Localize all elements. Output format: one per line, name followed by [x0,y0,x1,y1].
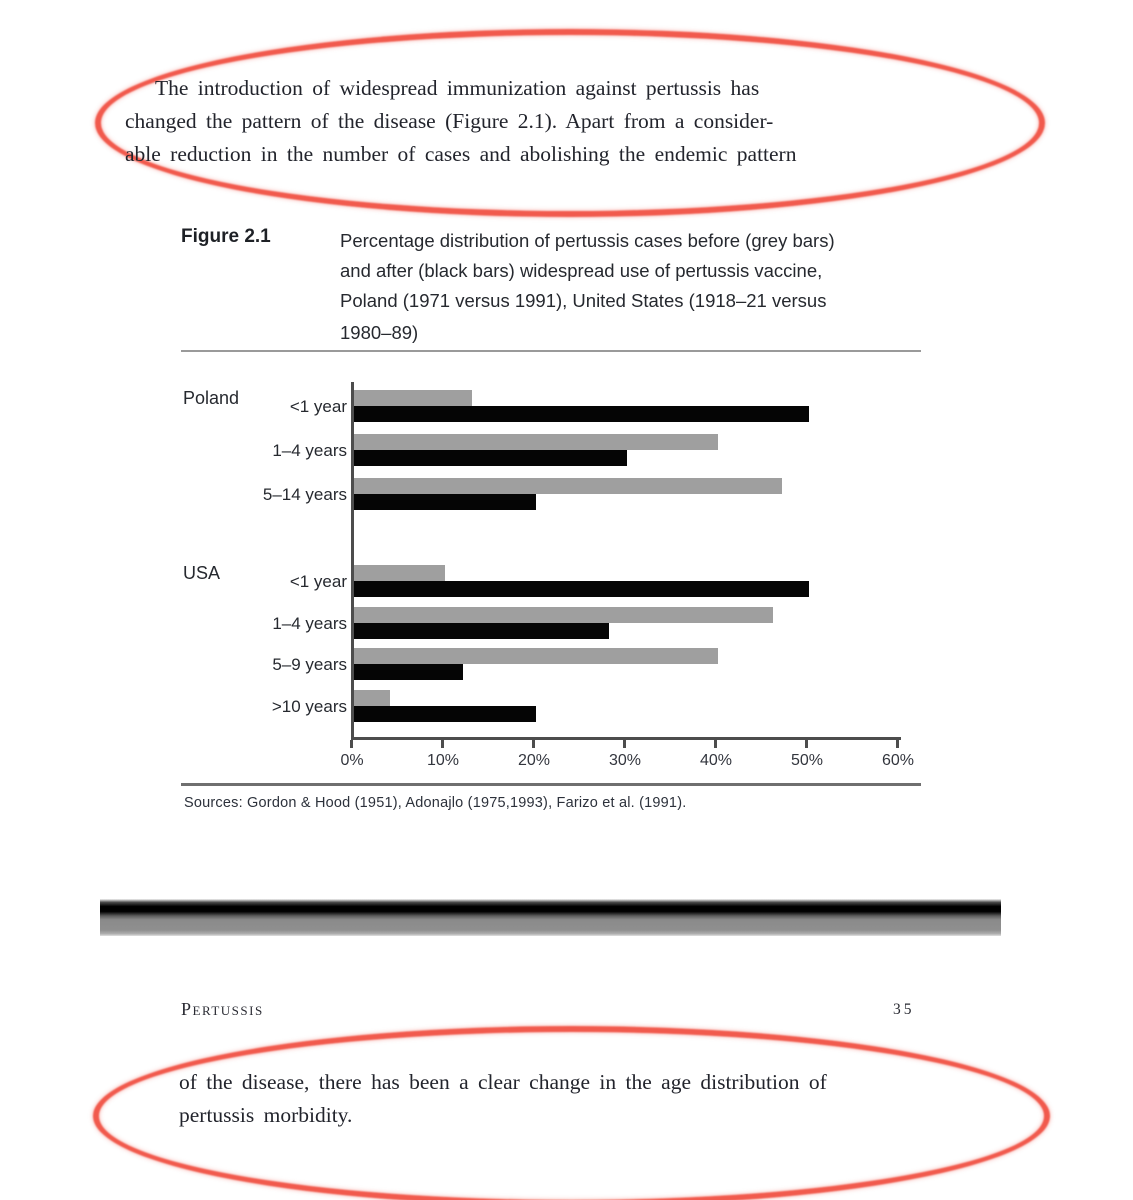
red-circle-annotation-top [95,29,1045,217]
bar-after-black [354,581,809,597]
bar-after-black [354,494,536,510]
bar-after-black [354,450,627,466]
chart-category-label: 1–4 years [272,614,347,633]
bar-after-black [354,706,536,722]
chart-y-axis-line [351,382,354,740]
paragraph-top-line2: changed the pattern of the disease (Figu… [125,109,774,133]
x-axis-tick-label: 40% [699,752,733,769]
x-axis-tick [441,740,444,748]
bar-before-grey [354,690,391,706]
x-axis-tick-label: 30% [608,752,642,769]
running-head: Pertussis [181,999,264,1019]
x-axis-tick [714,740,717,748]
red-circle-annotation-bottom [93,1026,1050,1200]
x-axis-tick-label: 60% [881,752,915,769]
figure-caption-line1: Percentage distribution of pertussis cas… [340,230,835,251]
x-axis-tick [623,740,626,748]
chart-category-label: <1 year [289,397,347,416]
bar-before-grey [354,390,473,406]
x-axis-tick [350,740,353,748]
x-axis-tick-label: 50% [790,752,824,769]
x-axis-tick-label: 0% [340,752,364,769]
bar-chart: Poland <1 year 1–4 years 5–14 years USA <1 ye… [181,382,941,782]
figure-caption-line3: Poland (1971 versus 1991), United States… [340,290,827,311]
chart-category-label: >10 years [271,697,347,716]
paragraph-bottom-line2: pertussis morbidity. [179,1103,353,1127]
chart-group-label: USA [183,563,221,583]
figure-label: Figure 2.1 [181,226,271,247]
bar-before-grey [354,478,782,494]
sources-divider-rule [181,783,921,786]
paragraph-top-line3: able reduction in the number of cases an… [125,142,797,166]
paragraph-bottom: of the disease, there has been a clear c… [179,1066,949,1132]
section-divider-bar [100,899,1001,936]
x-axis-tick [896,740,899,748]
chart-category-label: 1–4 years [272,441,347,460]
x-axis-tick [532,740,535,748]
chart-category-label: <1 year [289,572,347,591]
bar-before-grey [354,434,718,450]
bar-before-grey [354,607,773,623]
bar-after-black [354,623,609,639]
figure-sources: Sources: Gordon & Hood (1951), Adonajlo … [184,795,687,811]
x-axis-tick-label: 10% [426,752,460,769]
chart-group-label: Poland [183,388,240,408]
bar-after-black [354,664,464,680]
paragraph-bottom-line1: of the disease, there has been a clear c… [179,1070,827,1094]
figure-caption-line4: 1980–89) [340,322,419,343]
chart-category-label: 5–9 years [272,655,347,674]
chart-x-axis-line [351,737,901,740]
figure-caption: Percentage distribution of pertussis cas… [340,226,940,348]
bar-before-grey [354,565,445,581]
chart-category-label: 5–14 years [262,485,347,504]
page-number: 35 [893,1001,915,1018]
caption-divider-rule [181,350,921,352]
bar-after-black [354,406,809,422]
paragraph-top-line1: The introduction of widespread immunizat… [155,76,760,100]
paragraph-top: The introduction of widespread immunizat… [125,72,940,171]
bar-before-grey [354,648,718,664]
x-axis-tick-label: 20% [517,752,551,769]
x-axis-tick [805,740,808,748]
figure-caption-line2: and after (black bars) widespread use of… [340,260,823,281]
